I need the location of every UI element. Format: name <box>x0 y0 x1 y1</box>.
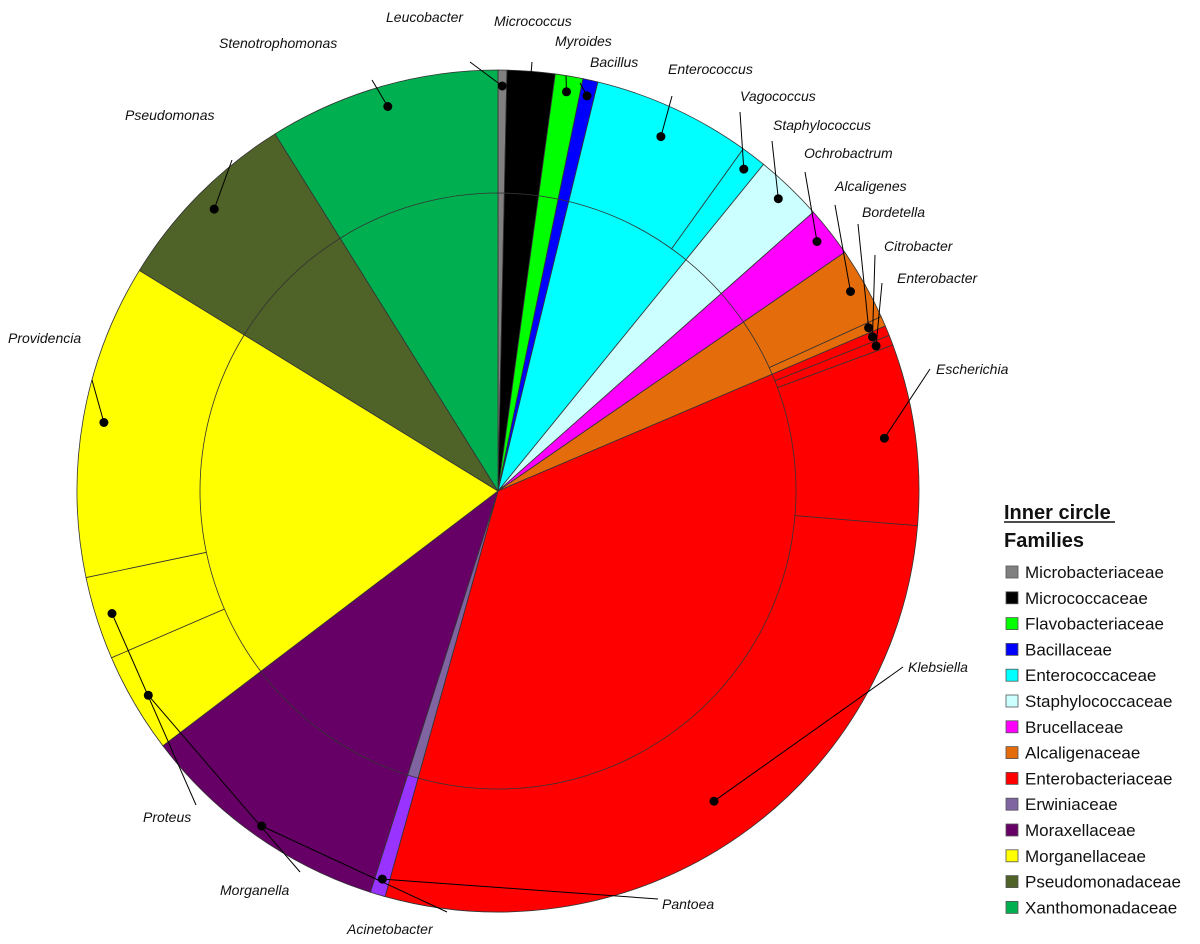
genus-label-pseudomonas: Pseudomonas <box>125 107 215 123</box>
legend-label-moraxellaceae: Moraxellaceae <box>1025 821 1136 840</box>
leader-line-enterobacter <box>875 282 883 346</box>
genus-label-bordetella: Bordetella <box>862 204 925 220</box>
leader-line-pantoea <box>382 878 659 900</box>
marker-dot-leucobacter <box>497 81 507 91</box>
inner-slice-pseudomonadaceae <box>243 237 499 492</box>
inner-slice-enterococcaceae <box>497 201 687 492</box>
legend-swatch-micrococcaceae <box>1005 591 1019 605</box>
leader-line-alcaligenes <box>834 204 851 292</box>
legend-swatch-microbacteriaceae <box>1005 565 1019 579</box>
genus-label-stenotrophomonas: Stenotrophomonas <box>219 35 337 51</box>
legend-swatch-alcaligenaceae <box>1005 746 1019 759</box>
leader-line-bordetella <box>857 223 870 328</box>
genus-label-ochrobactrum: Ochrobactrum <box>804 145 893 161</box>
marker-dot-stenotrophomonas <box>383 102 393 111</box>
legend-label-microbacteriaceae: Microbacteriaceae <box>1025 563 1164 582</box>
legend-title: Inner circle <box>1004 502 1111 524</box>
legend-swatch-staphylococcaceae <box>1005 694 1019 708</box>
legend-label-erwiniaceae: Erwiniaceae <box>1025 795 1118 814</box>
inner-slice-moraxellaceae <box>260 489 499 776</box>
marker-dot-pseudomonas <box>209 204 219 214</box>
marker-dot-escherichia <box>879 433 889 443</box>
legend-label-enterobacteriaceae: Enterobacteriaceae <box>1025 769 1172 788</box>
inner-slice-xanthomonadaceae <box>339 192 499 493</box>
genus-label-alcaligenes: Alcaligenes <box>834 178 907 194</box>
marker-dot-alcaligenes <box>846 287 855 296</box>
genus-label-citrobacter: Citrobacter <box>884 238 954 254</box>
genus-label-bacillus: Bacillus <box>590 54 638 70</box>
marker-dot-bordetella <box>864 323 874 333</box>
legend-label-micrococcaceae: Micrococcaceae <box>1025 589 1148 608</box>
genus-label-proteus: Proteus <box>143 809 191 825</box>
legend-label-bacillaceae: Bacillaceae <box>1025 640 1112 659</box>
legend-label-staphylococcaceae: Staphylococcaceae <box>1025 692 1172 711</box>
legend-swatch-erwiniaceae <box>1005 797 1019 811</box>
genus-label-enterococcus: Enterococcus <box>668 61 753 77</box>
legend-label-flavobacteriaceae: Flavobacteriaceae <box>1025 615 1164 634</box>
legend-label-xanthomonadaceae: Xanthomonadaceae <box>1025 898 1177 917</box>
legend-label-alcaligenaceae: Alcaligenaceae <box>1025 744 1140 763</box>
genus-label-micrococcus: Micrococcus <box>494 13 572 29</box>
inner-ring <box>199 192 797 790</box>
genus-label-leucobacter: Leucobacter <box>386 9 464 25</box>
marker-dot-enterococcus <box>656 132 666 142</box>
marker-dot-proteus <box>107 609 117 618</box>
legend-label-enterococcaceae: Enterococcaceae <box>1025 666 1156 685</box>
legend-swatch-flavobacteriaceae <box>1005 617 1019 630</box>
genus-label-vagococcus: Vagococcus <box>740 88 816 104</box>
leader-line-proteus <box>111 613 197 806</box>
legend-label-morganellaceae: Morganellaceae <box>1025 847 1146 866</box>
leader-line-klebsiella <box>713 666 904 802</box>
genus-label-myroides: Myroides <box>555 33 612 49</box>
leader-line-staphylococcus <box>771 140 779 199</box>
genus-label-enterobacter: Enterobacter <box>897 270 978 286</box>
legend: Inner circle Families MicrobacteriaceaeM… <box>1004 502 1181 917</box>
marker-dot-klebsiella <box>709 796 719 806</box>
leader-line-leucobacter <box>469 61 503 87</box>
marker-dot-citrobacter <box>868 332 877 342</box>
leader-line-stenotrophomonas <box>371 79 389 107</box>
leader-line-providencia <box>91 379 105 423</box>
genus-label-klebsiella: Klebsiella <box>908 659 968 675</box>
marker-dot-micrococcus <box>525 82 535 92</box>
leader-line-citrobacter <box>872 254 876 337</box>
genus-label-escherichia: Escherichia <box>936 361 1009 377</box>
leader-line-morganella <box>147 694 301 873</box>
legend-swatch-moraxellaceae <box>1005 823 1019 837</box>
legend-subtitle: Families <box>1004 530 1084 552</box>
marker-dot-bacillus <box>582 91 592 101</box>
genus-label-morganella: Morganella <box>220 882 289 898</box>
leader-line-ochrobactrum <box>804 171 818 242</box>
genus-label-providencia: Providencia <box>8 330 81 346</box>
leader-line-pseudomonas <box>213 159 233 210</box>
leader-line-enterococcus <box>660 95 673 137</box>
legend-swatch-xanthomonadaceae <box>1005 901 1019 914</box>
legend-label-brucellaceae: Brucellaceae <box>1025 718 1123 737</box>
legend-items: Microbacteriaceae Micrococcaceae Flavobact… <box>1005 563 1181 917</box>
marker-dot-myroides <box>562 87 571 97</box>
leader-line-vagococcus <box>739 111 745 170</box>
leader-line-escherichia <box>883 368 931 439</box>
genus-labels: Leucobacter Micrococcus Myroides Bacillus En… <box>8 9 1009 937</box>
legend-swatch-brucellaceae <box>1005 720 1019 734</box>
genus-label-acinetobacter: Acinetobacter <box>346 921 434 937</box>
marker-dot-staphylococcus <box>773 194 783 204</box>
marker-dot-providencia <box>99 418 109 427</box>
marker-dot-acinetobacter <box>257 821 267 831</box>
marker-dot-vagococcus <box>739 164 749 174</box>
legend-swatch-pseudomonadaceae <box>1005 875 1019 888</box>
genus-label-pantoea: Pantoea <box>662 896 714 912</box>
inner-slice-enterobacteriaceae <box>417 373 797 790</box>
marker-dot-enterobacter <box>871 341 881 351</box>
legend-swatch-bacillaceae <box>1005 643 1019 656</box>
inner-slice-morganellaceae <box>199 334 499 672</box>
legend-label-pseudomonadaceae: Pseudomonadaceae <box>1025 873 1181 892</box>
legend-swatch-morganellaceae <box>1005 849 1019 863</box>
legend-swatch-enterobacteriaceae <box>1005 772 1019 785</box>
legend-swatch-enterococcaceae <box>1005 668 1019 682</box>
genus-label-staphylococcus: Staphylococcus <box>773 117 871 133</box>
leader-line-acinetobacter <box>261 825 448 913</box>
marker-dot-ochrobactrum <box>812 237 822 246</box>
